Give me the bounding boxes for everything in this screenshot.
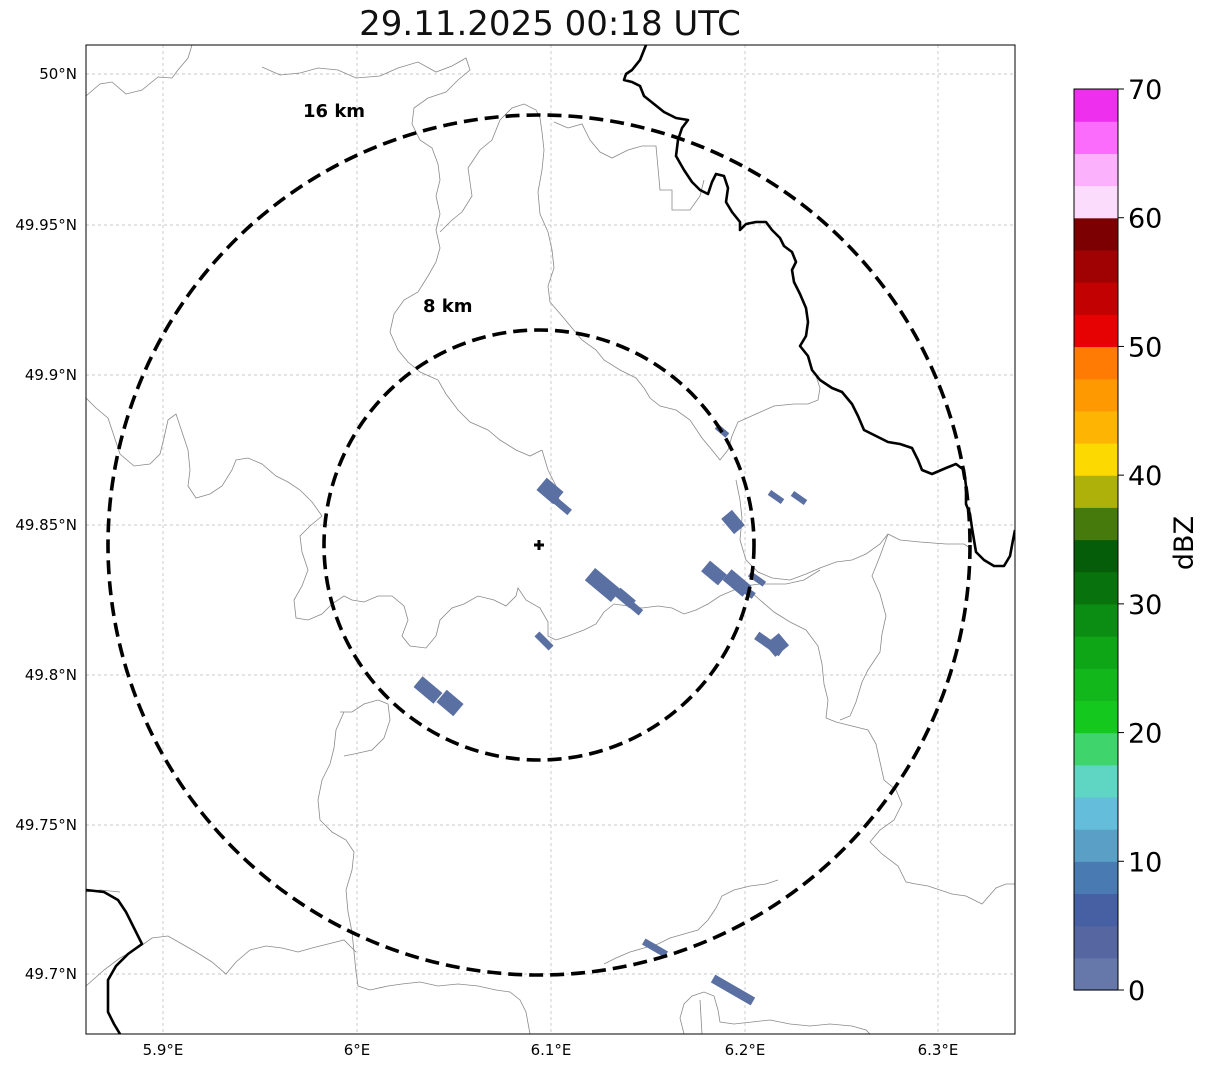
lat-tick-label: 49.75°N [15, 816, 77, 834]
lat-tick-label: 49.8°N [25, 666, 77, 684]
map-gridlines [86, 45, 1015, 1034]
lon-tick-label: 6.1°E [531, 1041, 572, 1059]
colorbar-segment [1074, 700, 1118, 734]
colorbar [1073, 88, 1119, 991]
colorbar-segment [1074, 603, 1118, 637]
colorbar-label: dBZ [1169, 516, 1200, 570]
colorbar-frame [1073, 88, 1119, 991]
lat-tick-label: 49.7°N [25, 965, 77, 983]
colorbar-segment [1074, 539, 1118, 573]
echo-cell [764, 633, 790, 657]
national-borders [86, 45, 1015, 1034]
colorbar-segment [1074, 442, 1118, 476]
colorbar-tick-label: 0 [1128, 976, 1145, 1007]
colorbar-segment [1074, 378, 1118, 412]
colorbar-tick-label: 10 [1128, 847, 1162, 878]
lon-tick-label: 5.9°E [143, 1041, 184, 1059]
lon-tick-label: 6°E [344, 1041, 371, 1059]
ring-label-8km: 8 km [423, 296, 473, 317]
colorbar-segment [1074, 121, 1118, 154]
colorbar-segment [1074, 89, 1118, 122]
lat-tick-label: 50°N [39, 65, 77, 83]
colorbar-segment [1074, 829, 1118, 862]
colorbar-segment [1074, 282, 1118, 315]
colorbar-tick-label: 20 [1128, 719, 1162, 750]
radar-echoes [413, 424, 808, 1006]
colorbar-tick-label: 60 [1128, 204, 1162, 235]
colorbar-tick-label: 30 [1128, 590, 1162, 621]
echo-cell [624, 598, 644, 616]
colorbar-segment [1074, 153, 1118, 187]
echo-cell [701, 560, 727, 586]
colorbar-segment [1074, 410, 1118, 444]
radar-site-marker [534, 540, 544, 550]
colorbar-segment [1074, 571, 1118, 605]
lat-tick-label: 49.85°N [15, 516, 77, 534]
echo-cell [436, 689, 464, 717]
lat-tick-label: 49.9°N [25, 366, 77, 384]
ring-16km [106, 113, 972, 977]
colorbar-segment [1074, 925, 1118, 959]
ring-label-16km: 16 km [303, 101, 365, 122]
colorbar-segment [1074, 507, 1118, 541]
colorbar-segment [1074, 796, 1118, 830]
colorbar-segment [1074, 636, 1118, 669]
range-rings [106, 113, 972, 977]
colorbar-tick-label: 70 [1128, 75, 1162, 106]
map-frame [85, 44, 1016, 1035]
colorbar-segment [1074, 668, 1118, 701]
lon-tick-label: 6.3°E [918, 1041, 959, 1059]
echo-cell [534, 631, 554, 651]
colorbar-tick-label: 40 [1128, 461, 1162, 492]
colorbar-segment [1074, 217, 1118, 251]
colorbar-segment [1074, 861, 1118, 895]
colorbar-segment [1074, 764, 1118, 798]
map-title: 29.11.2025 00:18 UTC [359, 4, 741, 44]
colorbar-tick-label: 50 [1128, 332, 1162, 363]
echo-cell [641, 938, 669, 958]
longitude-tick-labels: 5.9°E 6°E 6.1°E 6.2°E 6.3°E [143, 1041, 959, 1059]
echo-cell [767, 489, 785, 505]
colorbar-segment [1074, 346, 1118, 380]
colorbar-segment [1074, 893, 1118, 927]
echo-cell [790, 490, 808, 506]
colorbar-segment [1074, 732, 1118, 766]
latitude-tick-labels: 50°N 49.95°N 49.9°N 49.85°N 49.8°N 49.75°N 49.… [15, 65, 77, 983]
lon-tick-label: 6.2°E [725, 1041, 766, 1059]
echo-cell [721, 509, 745, 535]
ring-8km [322, 328, 756, 762]
colorbar-tick-labels: 0 10 20 30 40 50 60 70 [1118, 75, 1162, 1007]
colorbar-segment [1074, 957, 1118, 991]
commune-boundaries [86, 45, 1015, 1034]
echo-cell [552, 496, 572, 516]
echo-cell [584, 567, 622, 603]
colorbar-segment [1074, 314, 1118, 348]
echo-cell [710, 974, 756, 1006]
colorbar-segment [1074, 249, 1118, 283]
colorbar-segment [1074, 475, 1118, 508]
echo-cell [413, 676, 443, 704]
lat-tick-label: 49.95°N [15, 216, 77, 234]
colorbar-segment [1074, 185, 1118, 219]
